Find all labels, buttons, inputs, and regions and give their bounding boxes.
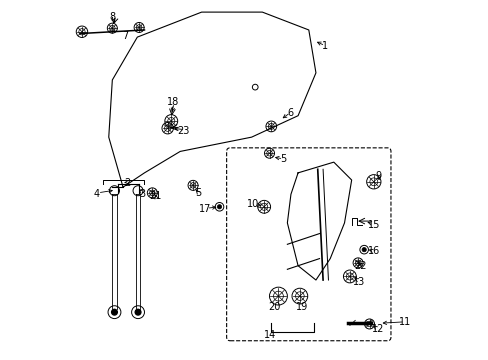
Text: 11: 11 (398, 317, 410, 327)
Text: 7: 7 (122, 31, 128, 41)
Text: 5: 5 (195, 188, 201, 198)
Text: 19: 19 (295, 302, 307, 312)
Text: 4: 4 (93, 189, 99, 199)
Text: 15: 15 (367, 220, 379, 230)
Text: 3: 3 (140, 189, 145, 199)
Text: 1: 1 (321, 41, 327, 51)
Text: 16: 16 (367, 247, 379, 256)
Text: 6: 6 (286, 108, 293, 118)
Text: 13: 13 (352, 277, 364, 287)
Text: 18: 18 (166, 97, 179, 107)
Text: 20: 20 (267, 302, 280, 312)
Text: 5: 5 (280, 154, 285, 163)
Text: 10: 10 (247, 199, 259, 209)
Circle shape (217, 204, 221, 209)
Text: 2: 2 (124, 178, 131, 188)
Text: 12: 12 (371, 324, 384, 334)
Text: 21: 21 (149, 192, 162, 202)
Text: 8: 8 (109, 13, 115, 22)
Text: 17: 17 (199, 204, 211, 214)
Text: 23: 23 (177, 126, 189, 136)
Circle shape (111, 309, 117, 315)
Circle shape (135, 309, 141, 315)
Text: 9: 9 (375, 171, 381, 181)
Text: 22: 22 (354, 261, 366, 271)
Circle shape (361, 248, 366, 252)
Text: 14: 14 (264, 330, 276, 341)
